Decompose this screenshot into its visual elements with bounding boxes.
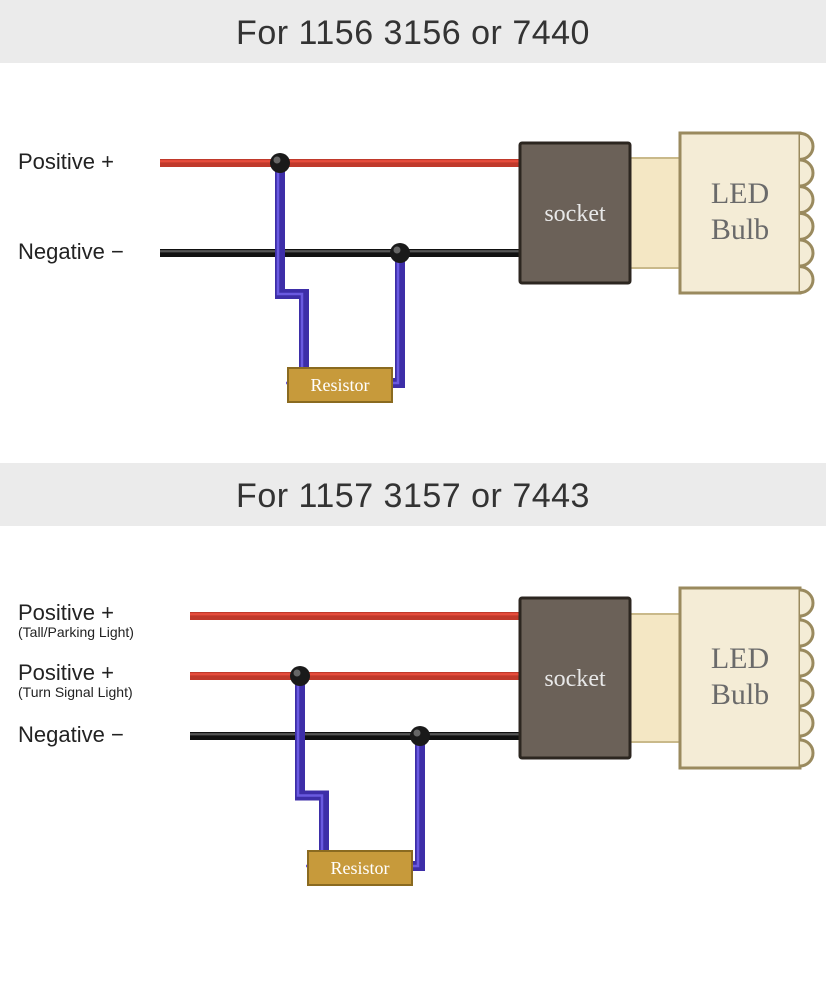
resistor-wire-pos [300, 676, 324, 866]
diagram2-title: For 1157 3157 or 7443 [0, 463, 826, 526]
positive-label: Positive + [18, 149, 114, 175]
bulb-bump [800, 650, 813, 676]
bulb-bump [800, 620, 813, 646]
bulb-bump [800, 240, 813, 266]
bulb-bump [800, 740, 813, 766]
bulb-label-1: LED [711, 177, 769, 210]
negative-label: Negative − [18, 722, 124, 748]
node-neg [410, 726, 430, 746]
bulb-bump [800, 710, 813, 736]
bulb-label-2: Bulb [711, 213, 769, 246]
bulb-label-2: Bulb [711, 678, 769, 711]
positive1-label: Positive + [18, 600, 114, 626]
diagram1-title: For 1156 3156 or 7440 [0, 0, 826, 63]
connector [630, 614, 680, 742]
bulb-bump [800, 680, 813, 706]
bulb-bump [800, 133, 813, 159]
node-pos2 [290, 666, 310, 686]
bulb-bump [800, 213, 813, 239]
bulb-bump [800, 187, 813, 213]
node-pos [270, 153, 290, 173]
socket-label: socket [544, 201, 606, 227]
bulb-label-1: LED [711, 642, 769, 675]
resistor-label: Resistor [330, 858, 389, 878]
bulb-bump [800, 590, 813, 616]
diagram2-svg: LEDBulb socket Resistor [0, 526, 826, 946]
positive1-sublabel: (Tall/Parking Light) [18, 624, 134, 640]
bulb-bump [800, 267, 813, 293]
positive2-sublabel: (Turn Signal Light) [18, 684, 133, 700]
negative-label: Negative − [18, 239, 124, 265]
resistor-wire-pos [280, 163, 304, 383]
node-neg [390, 243, 410, 263]
diagram2: LEDBulbsocketResistorPositive +(Tall/Par… [0, 526, 826, 946]
resistor-label: Resistor [310, 375, 369, 395]
diagram1-svg: LEDBulb socket Resistor [0, 63, 826, 463]
diagram1: LEDBulb socket Resistor Positive + Negative … [0, 63, 826, 463]
connector [630, 158, 680, 268]
bulb-bump [800, 160, 813, 186]
positive2-label: Positive + [18, 660, 114, 686]
socket-label: socket [544, 666, 606, 692]
